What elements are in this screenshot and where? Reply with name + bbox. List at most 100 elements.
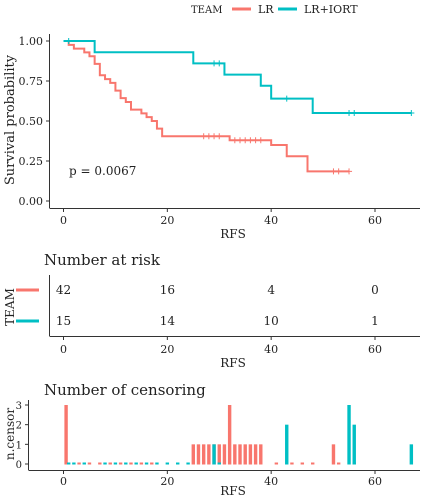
censoring-bar-lr bbox=[300, 462, 305, 465]
censoring-bar-lr bbox=[290, 462, 294, 465]
censoring-bar-lr bbox=[118, 462, 123, 465]
censor-mark bbox=[65, 38, 72, 44]
censoring-bar-lr bbox=[191, 444, 195, 465]
survival-y-tick-label: 0.75 bbox=[19, 75, 44, 88]
censoring-bar-lr bbox=[129, 462, 133, 465]
censoring-bar-lr bbox=[196, 444, 201, 465]
censor-mark bbox=[257, 137, 264, 144]
censor-mark bbox=[346, 168, 353, 175]
censoring-bar-lr bbox=[64, 405, 68, 465]
censoring-bar-lr bbox=[336, 462, 341, 465]
censor-mark bbox=[200, 133, 207, 140]
censoring-bar-lr bbox=[311, 462, 315, 465]
censor-mark bbox=[252, 137, 259, 144]
censoring-bar-lr bbox=[207, 444, 211, 465]
censoring-bar-lr-iort bbox=[144, 462, 149, 465]
censoring-bar-lr-iort bbox=[103, 462, 107, 465]
censor-mark bbox=[335, 168, 342, 175]
survival-curve-lr-iort bbox=[63, 40, 412, 114]
censoring-bar-lr bbox=[217, 444, 221, 465]
censoring-bar-lr bbox=[243, 444, 247, 465]
censoring-bar-lr bbox=[248, 444, 253, 465]
risk-table-cell: 1 bbox=[371, 314, 379, 328]
censor-mark bbox=[346, 110, 353, 116]
survival-y-tick-label: 0.00 bbox=[19, 195, 44, 208]
survival-x-tick-label: 60 bbox=[368, 214, 382, 227]
censor-mark bbox=[247, 137, 254, 144]
survival-x-tick-label: 40 bbox=[264, 214, 278, 227]
censoring-x-tick-label: 20 bbox=[160, 475, 174, 488]
censoring-bar-lr bbox=[238, 444, 242, 465]
censoring-bar-lr bbox=[87, 462, 92, 465]
survival-y-tick-label: 0.25 bbox=[19, 155, 44, 168]
risk-table-cell: 15 bbox=[56, 314, 71, 328]
survival-panel: Survival probability RFS p = 0.0067 0.00… bbox=[3, 34, 420, 241]
survival-x-tick-label: 0 bbox=[60, 214, 67, 227]
censor-mark bbox=[216, 60, 223, 67]
survival-y-tick-label: 1.00 bbox=[19, 35, 44, 48]
censoring-y-tick-label: 2 bbox=[16, 421, 22, 432]
censoring-panel: Number of censoring n.censor RFS 0 1 2 3 0 20… bbox=[3, 381, 420, 498]
censoring-bar-lr-iort bbox=[409, 444, 414, 465]
risk-table-cell: 4 bbox=[267, 283, 275, 297]
censoring-bar-lr-iort bbox=[66, 462, 71, 465]
censoring-x-tick-label: 0 bbox=[60, 475, 67, 488]
risk-table-cell: 16 bbox=[160, 283, 175, 297]
censoring-bar-lr-iort bbox=[347, 405, 351, 465]
censoring-y-tick-label: 0 bbox=[16, 460, 22, 471]
censoring-bar-lr-iort bbox=[212, 444, 216, 465]
censoring-bar-lr-iort bbox=[352, 424, 356, 465]
censoring-y-axis-title: n.censor bbox=[3, 408, 17, 460]
legend-title: TEAM bbox=[191, 5, 222, 16]
censoring-bar-lr bbox=[201, 444, 206, 465]
censoring-x-tick-label: 40 bbox=[264, 475, 278, 488]
censoring-x-tick-label: 60 bbox=[368, 475, 382, 488]
risk-table-x-tick-label: 40 bbox=[264, 343, 278, 356]
censor-mark bbox=[205, 133, 212, 140]
censoring-bar-lr bbox=[108, 462, 112, 465]
censor-mark bbox=[351, 110, 358, 116]
risk-table-panel: Number at risk TEAM RFS 42 16 4 015 14 10 10 20… bbox=[3, 251, 420, 370]
censor-mark bbox=[237, 137, 244, 144]
censoring-bar-lr bbox=[233, 444, 237, 465]
censor-mark bbox=[231, 137, 238, 144]
risk-table-cell: 42 bbox=[56, 283, 71, 297]
censoring-bar-lr-iort bbox=[134, 462, 138, 465]
survival-curve-lr bbox=[63, 40, 350, 173]
risk-table-x-tick-label: 20 bbox=[160, 343, 174, 356]
censor-mark bbox=[330, 168, 337, 175]
censor-mark bbox=[283, 95, 290, 102]
censor-mark bbox=[408, 110, 415, 116]
censoring-bar-lr-iort bbox=[124, 462, 128, 465]
survival-y-axis-title: Survival probability bbox=[3, 54, 18, 185]
survival-x-axis-title: RFS bbox=[220, 227, 246, 241]
risk-table-y-axis-title: TEAM bbox=[3, 288, 17, 326]
censoring-bar-lr-iort bbox=[217, 462, 221, 465]
censoring-bar-lr-iort bbox=[186, 462, 190, 465]
censoring-bar-lr-iort bbox=[155, 462, 159, 465]
censoring-y-tick-label: 3 bbox=[16, 401, 22, 412]
p-value-annotation: p = 0.0067 bbox=[69, 164, 136, 178]
censoring-bar-lr bbox=[227, 405, 232, 465]
censor-mark bbox=[211, 133, 218, 140]
censoring-bar-lr-iort bbox=[285, 424, 289, 465]
censor-mark bbox=[216, 133, 223, 140]
risk-table-cell: 14 bbox=[160, 314, 176, 328]
risk-table-cell: 10 bbox=[264, 314, 279, 328]
censoring-bar-lr bbox=[331, 444, 336, 465]
survival-y-tick-label: 0.50 bbox=[19, 115, 44, 128]
censor-mark bbox=[211, 60, 218, 67]
censoring-bar-lr bbox=[139, 462, 144, 465]
risk-table-x-axis-title: RFS bbox=[220, 356, 246, 370]
censoring-bar-lr bbox=[274, 462, 279, 465]
survival-x-tick-label: 20 bbox=[160, 214, 174, 227]
risk-table-x-tick-label: 0 bbox=[60, 343, 67, 356]
censoring-bar-lr bbox=[253, 444, 258, 465]
censoring-x-axis-title: RFS bbox=[220, 484, 246, 498]
risk-table-title: Number at risk bbox=[44, 251, 161, 269]
censoring-bar-lr-iort bbox=[113, 462, 118, 465]
risk-table-cell: 0 bbox=[371, 283, 379, 297]
censoring-bar-lr bbox=[150, 462, 154, 465]
censor-mark bbox=[242, 137, 249, 144]
